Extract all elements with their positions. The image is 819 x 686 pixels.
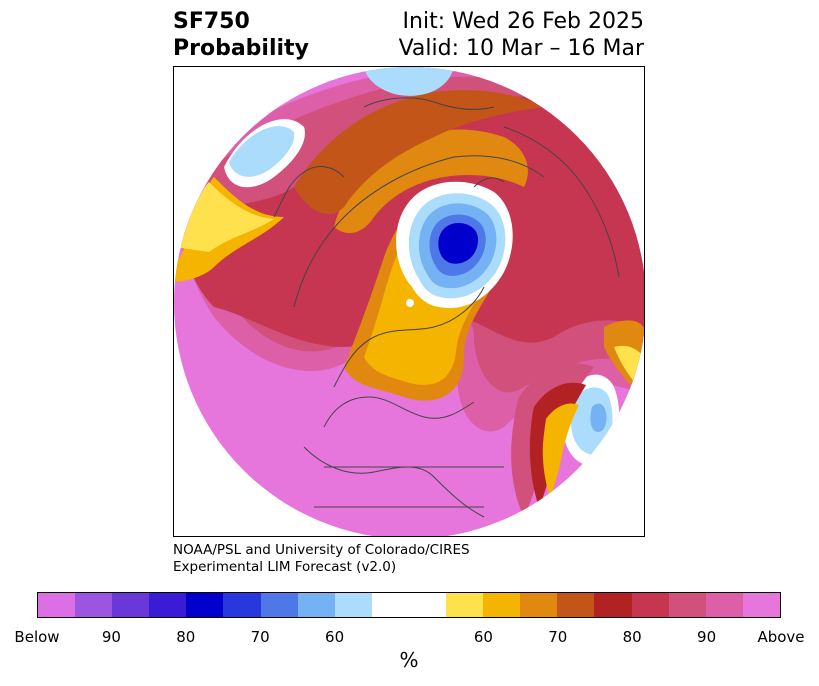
colorbar-segment: [594, 593, 632, 617]
colorbar-segment: [260, 593, 298, 617]
probability-map-graphic: [174, 67, 644, 536]
colorbar-segment: [75, 593, 113, 617]
colorbar-tick-label: 80: [622, 628, 642, 646]
colorbar-segment: [223, 593, 261, 617]
probability-fields: [174, 67, 644, 536]
coastlines: [273, 97, 620, 536]
product-name: Probability: [173, 36, 309, 61]
init-date: Init: Wed 26 Feb 2025: [402, 9, 644, 34]
colorbar-segment: [742, 593, 780, 617]
colorbar-tick-label: 80: [176, 628, 196, 646]
colorbar-tick-label: Below: [14, 628, 60, 646]
colorbar-segment: [334, 593, 372, 617]
colorbar-segment: [668, 593, 706, 617]
colorbar-tick-label: 60: [325, 628, 345, 646]
valid-range: Valid: 10 Mar – 16 Mar: [398, 36, 644, 61]
colorbar-segment: [631, 593, 669, 617]
forecast-dates: Init: Wed 26 Feb 2025 Valid: 10 Mar – 16…: [399, 8, 644, 62]
colorbar: [37, 592, 781, 618]
colorbar-tick-label: Above: [757, 628, 805, 646]
colorbar-segment: [520, 593, 558, 617]
colorbar-segment: [371, 593, 409, 617]
map-title: SF750 Probability: [173, 8, 309, 62]
colorbar-segment: [297, 593, 335, 617]
colorbar-tick-label: 70: [548, 628, 568, 646]
colorbar-segment: [557, 593, 595, 617]
colorbar-tick-label: 60: [473, 628, 493, 646]
colorbar-segment: [149, 593, 187, 617]
colorbar-unit: %: [399, 648, 419, 672]
colorbar-segment: [483, 593, 521, 617]
variable-name: SF750: [173, 9, 250, 34]
colorbar-segment: [705, 593, 743, 617]
credit-line-1: NOAA/PSL and University of Colorado/CIRE…: [173, 542, 470, 558]
credit-line-2: Experimental LIM Forecast (v2.0): [173, 559, 397, 575]
credit-text: NOAA/PSL and University of Colorado/CIRE…: [173, 542, 470, 576]
colorbar-tick-label: 90: [101, 628, 121, 646]
colorbar-segment: [38, 593, 76, 617]
colorbar-tick-label: 90: [697, 628, 717, 646]
colorbar-tick-label: 70: [250, 628, 270, 646]
colorbar-segment: [446, 593, 484, 617]
polar-map: [173, 66, 645, 537]
colorbar-segment: [186, 593, 224, 617]
colorbar-segment: [408, 593, 447, 617]
colorbar-segment: [112, 593, 150, 617]
